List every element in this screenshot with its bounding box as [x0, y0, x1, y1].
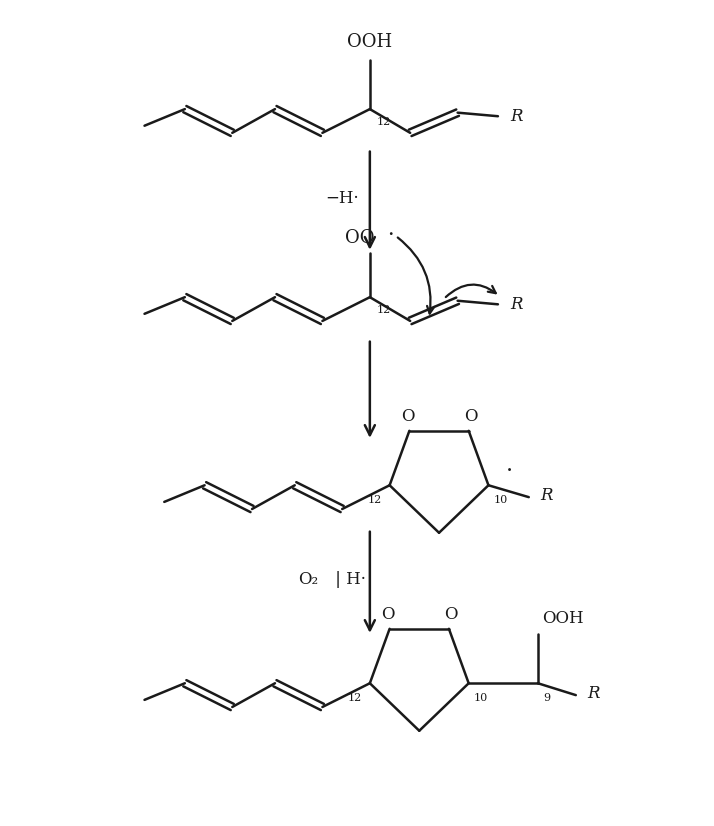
Text: R: R: [510, 107, 523, 125]
Text: O: O: [444, 606, 458, 624]
Text: | H·: | H·: [331, 571, 366, 588]
Text: ·: ·: [506, 460, 513, 482]
Text: O: O: [381, 606, 394, 624]
Text: 9: 9: [543, 693, 550, 703]
Text: OO: OO: [345, 229, 375, 247]
Text: O: O: [401, 409, 414, 425]
Text: R: R: [510, 296, 523, 313]
Text: R: R: [588, 685, 600, 701]
Text: 10: 10: [473, 693, 488, 703]
Text: 12: 12: [377, 117, 391, 127]
Text: OOH: OOH: [542, 610, 583, 628]
Text: 12: 12: [368, 495, 382, 506]
Text: 12: 12: [348, 693, 362, 703]
Text: 12: 12: [377, 305, 391, 315]
Text: O₂: O₂: [298, 571, 318, 588]
Text: ·: ·: [387, 226, 393, 245]
Text: R: R: [540, 487, 553, 504]
Text: 10: 10: [493, 495, 508, 506]
Text: OOH: OOH: [347, 33, 393, 50]
Text: O: O: [464, 409, 478, 425]
Text: −H·: −H·: [326, 190, 359, 206]
